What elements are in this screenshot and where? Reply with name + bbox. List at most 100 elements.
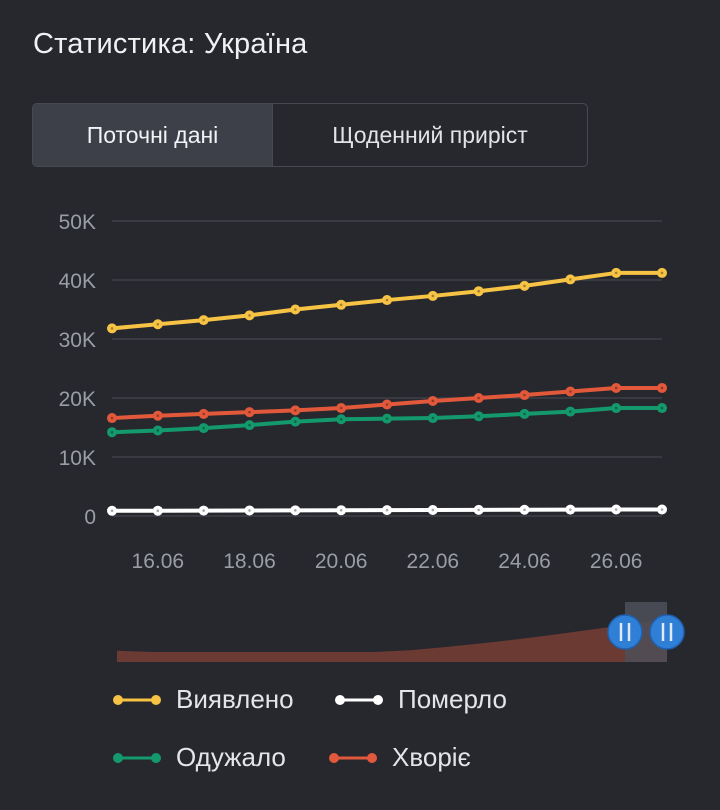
tab-daily-growth[interactable]: Щоденний приріст [272,104,587,166]
data-point-center [339,406,343,410]
legend-label: Виявлено [176,684,294,714]
data-point-center [156,414,160,417]
data-point [473,504,484,515]
data-point-center [385,417,389,420]
data-point [336,505,347,516]
data-point [611,382,622,393]
data-point-center [569,508,572,511]
tab-current-data[interactable]: Поточні дані [33,104,272,166]
data-point-center [294,420,297,423]
data-point-center [294,308,297,311]
data-point-center [431,399,435,403]
data-point [565,274,576,285]
data-point-center [110,416,114,420]
data-point [198,423,209,434]
data-point [152,425,163,436]
data-point-center [660,271,664,275]
legend-item-sick[interactable]: Хворіє [328,742,471,773]
data-point [657,504,667,515]
data-point [565,504,576,515]
data-point-center [202,412,205,416]
y-tick-label: 10K [59,447,96,470]
data-point-center [431,508,435,512]
x-tick-label: 16.06 [132,550,185,573]
data-point-center [385,298,389,302]
chart-legend: Виявлено Померло Одужало Хворіє [0,672,720,792]
legend-marker-icon [335,694,383,705]
data-point-center [569,410,572,413]
line-chart: 0 10K 20K 30K 40K 50K 16.06 18.06 20.06 22.06 24.0… [59,211,667,573]
data-point [473,286,484,297]
data-point [290,505,301,516]
legend-marker-icon [329,752,377,763]
range-navigator[interactable] [0,598,720,668]
data-point-center [660,406,664,410]
data-point [107,427,117,438]
data-point [107,413,117,424]
data-point-center [477,396,480,400]
legend-label: Хворіє [392,742,471,772]
y-tick-label: 0 [84,506,96,529]
legend-item-detected[interactable]: Виявлено [112,684,294,715]
data-point [565,386,576,397]
data-point-center [523,284,526,288]
data-point [152,319,163,330]
y-tick-label: 20K [59,388,96,411]
x-tick-label: 22.06 [407,550,460,573]
view-tabs: Поточні дані Щоденний приріст [32,103,588,167]
data-point-center [614,406,618,410]
data-point [473,393,484,403]
data-point-center [660,508,664,511]
data-point [107,323,117,334]
handle-circle-icon [649,614,685,650]
data-point [657,403,667,414]
legend-label: Померло [398,684,507,714]
legend-item-died[interactable]: Померло [334,684,507,715]
legend-item-recovered[interactable]: Одужало [112,742,286,773]
data-point-center [156,322,160,326]
data-point [519,280,530,291]
data-point [244,310,255,321]
data-point [336,299,347,310]
legend-marker-icon [113,752,161,763]
data-point-center [614,271,618,275]
data-point-center [248,314,251,317]
data-point-center [523,412,526,416]
data-point [427,395,438,406]
data-point-center [110,509,114,513]
data-point-center [569,278,572,281]
data-point [198,315,209,326]
data-point [198,408,209,419]
data-point [611,267,622,278]
data-point [565,406,576,417]
data-point [519,408,530,419]
data-point [427,504,438,515]
data-point-center [110,327,114,330]
data-point-center [477,414,480,418]
y-tick-label: 30K [59,329,96,352]
data-point [519,504,530,515]
range-handle-left[interactable] [607,614,643,650]
range-handle-right[interactable] [649,614,685,650]
data-point-center [339,508,343,512]
data-point [107,505,117,516]
data-point-center [614,508,618,511]
data-point [290,304,301,315]
data-point [382,399,392,410]
data-point [336,403,347,414]
data-point [244,505,255,516]
data-point-center [523,393,526,397]
data-point [336,414,347,425]
data-point-center [477,508,480,512]
data-point [657,267,667,278]
data-point-center [431,416,435,420]
navigator-area [117,620,667,662]
data-point [382,413,392,424]
data-point-center [156,429,160,432]
data-point-center [202,509,205,512]
data-point-center [110,430,114,434]
data-point-center [156,509,160,512]
data-point [382,505,392,516]
data-point [427,290,438,301]
data-point-center [294,509,297,512]
